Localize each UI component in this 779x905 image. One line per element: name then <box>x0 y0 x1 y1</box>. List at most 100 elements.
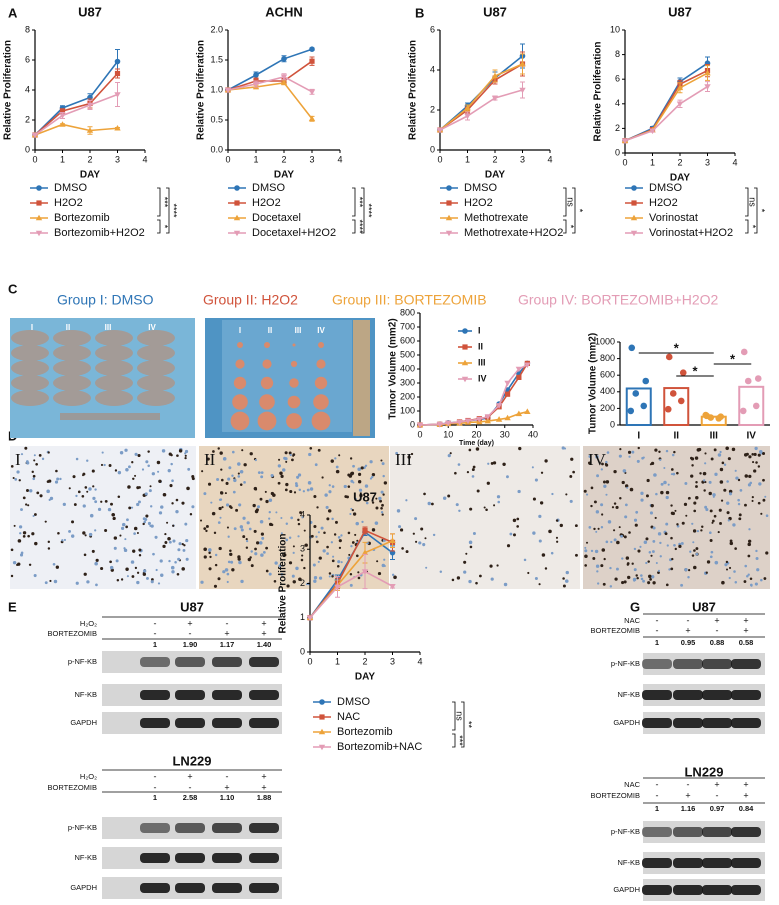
ihc-cell <box>687 575 690 579</box>
tumor <box>289 378 299 388</box>
ihc-cell <box>344 495 348 498</box>
ihc-cell <box>569 474 573 478</box>
ihc-cell <box>693 565 697 570</box>
ihc-cell <box>565 493 568 496</box>
ihc-cell <box>358 488 363 492</box>
ihc-cell <box>226 526 230 529</box>
x-axis-label: DAY <box>485 170 506 181</box>
ihc-cell <box>703 479 706 482</box>
ihc-cell <box>328 572 332 575</box>
marker <box>456 419 463 426</box>
ihc-cell <box>737 478 741 482</box>
marker <box>461 359 469 366</box>
ihc-cell <box>364 484 369 488</box>
legend-label: IV <box>478 373 487 383</box>
ihc-cell <box>391 573 395 577</box>
ihc-cell <box>349 457 353 460</box>
ihc-cell <box>94 561 98 566</box>
mouse <box>137 345 175 361</box>
ihc-cell <box>245 538 248 541</box>
ihc-cell <box>475 581 478 585</box>
ihc-cell <box>169 484 173 488</box>
ihc-cell <box>713 448 717 452</box>
significance-label: **** <box>169 203 179 218</box>
ihc-cell <box>712 493 716 497</box>
ihc-cell <box>222 570 226 574</box>
ihc-cell <box>213 531 217 535</box>
marker <box>306 615 314 622</box>
ihc-cell <box>265 546 269 550</box>
mouse <box>95 330 133 346</box>
ihc-cell <box>751 496 754 499</box>
ihc-cell <box>208 551 211 555</box>
ihc-cell <box>584 546 587 549</box>
ihc-cell <box>405 499 408 502</box>
ihc-cell <box>634 568 637 571</box>
ihc-cell <box>184 454 187 457</box>
ihc-cell <box>209 555 212 559</box>
ihc-cell <box>351 508 354 512</box>
ihc-cell <box>693 501 697 505</box>
ihc-cell <box>91 549 95 553</box>
tumor <box>287 395 301 409</box>
ihc-cell <box>734 581 738 584</box>
ihc-cell <box>161 449 166 453</box>
ihc-cell <box>201 470 204 473</box>
ihc-cell <box>668 568 671 571</box>
marker <box>491 95 499 102</box>
ihc-cell <box>211 511 216 516</box>
marker <box>515 366 523 373</box>
ihc-cell <box>595 455 599 459</box>
ihc-cell <box>94 500 98 504</box>
ihc-cell <box>734 469 737 472</box>
ihc-cell <box>532 531 536 535</box>
ihc-cell <box>684 481 688 485</box>
ihc-cell <box>764 495 767 498</box>
ihc-cell <box>755 461 758 464</box>
y-tick-label: 800 <box>600 353 615 363</box>
ihc-cell <box>360 466 364 470</box>
ihc-cell <box>331 575 334 578</box>
x-tick-label: 1 <box>335 656 340 666</box>
ihc-cell <box>691 522 694 525</box>
significance-bracket <box>452 733 456 748</box>
ihc-cell <box>671 511 675 516</box>
ihc-cell <box>639 545 642 548</box>
ihc-cell <box>38 454 42 457</box>
ihc-cell <box>284 488 288 492</box>
ihc-cell <box>603 484 607 488</box>
significance-bracket <box>157 187 161 217</box>
ihc-cell <box>583 489 587 493</box>
ihc-cell <box>123 548 128 553</box>
ihc-cell <box>674 509 677 512</box>
marker <box>318 744 326 751</box>
blot-band <box>673 858 703 868</box>
ihc-cell <box>100 463 104 466</box>
ihc-cell <box>595 510 600 514</box>
ihc-cell <box>538 514 542 518</box>
band-ratio: 1.17 <box>220 640 235 649</box>
significance-label: *** <box>455 735 465 746</box>
ihc-cell <box>253 529 257 533</box>
ihc-cell <box>278 564 282 568</box>
ihc-cell <box>301 554 304 557</box>
blot-title: U87 <box>180 599 204 614</box>
ihc-cell <box>751 499 754 502</box>
mouse <box>53 330 91 346</box>
ihc-cell <box>313 576 318 580</box>
ihc-cell <box>601 462 604 466</box>
ihc-cell <box>33 454 36 457</box>
panel-letter: B <box>415 5 424 20</box>
lane-sign: - <box>716 625 719 635</box>
ihc-cell <box>338 454 341 457</box>
y-tick-label: 700 <box>400 321 415 331</box>
ihc-cell <box>120 578 124 581</box>
y-tick-label: 2 <box>300 578 305 588</box>
ihc-cell <box>559 523 563 528</box>
significance-label: *** <box>160 197 170 208</box>
blot-band <box>175 823 205 833</box>
significance-label: * <box>748 225 758 229</box>
marker <box>476 416 483 423</box>
ihc-cell <box>183 544 186 547</box>
ihc-cell <box>144 492 148 496</box>
